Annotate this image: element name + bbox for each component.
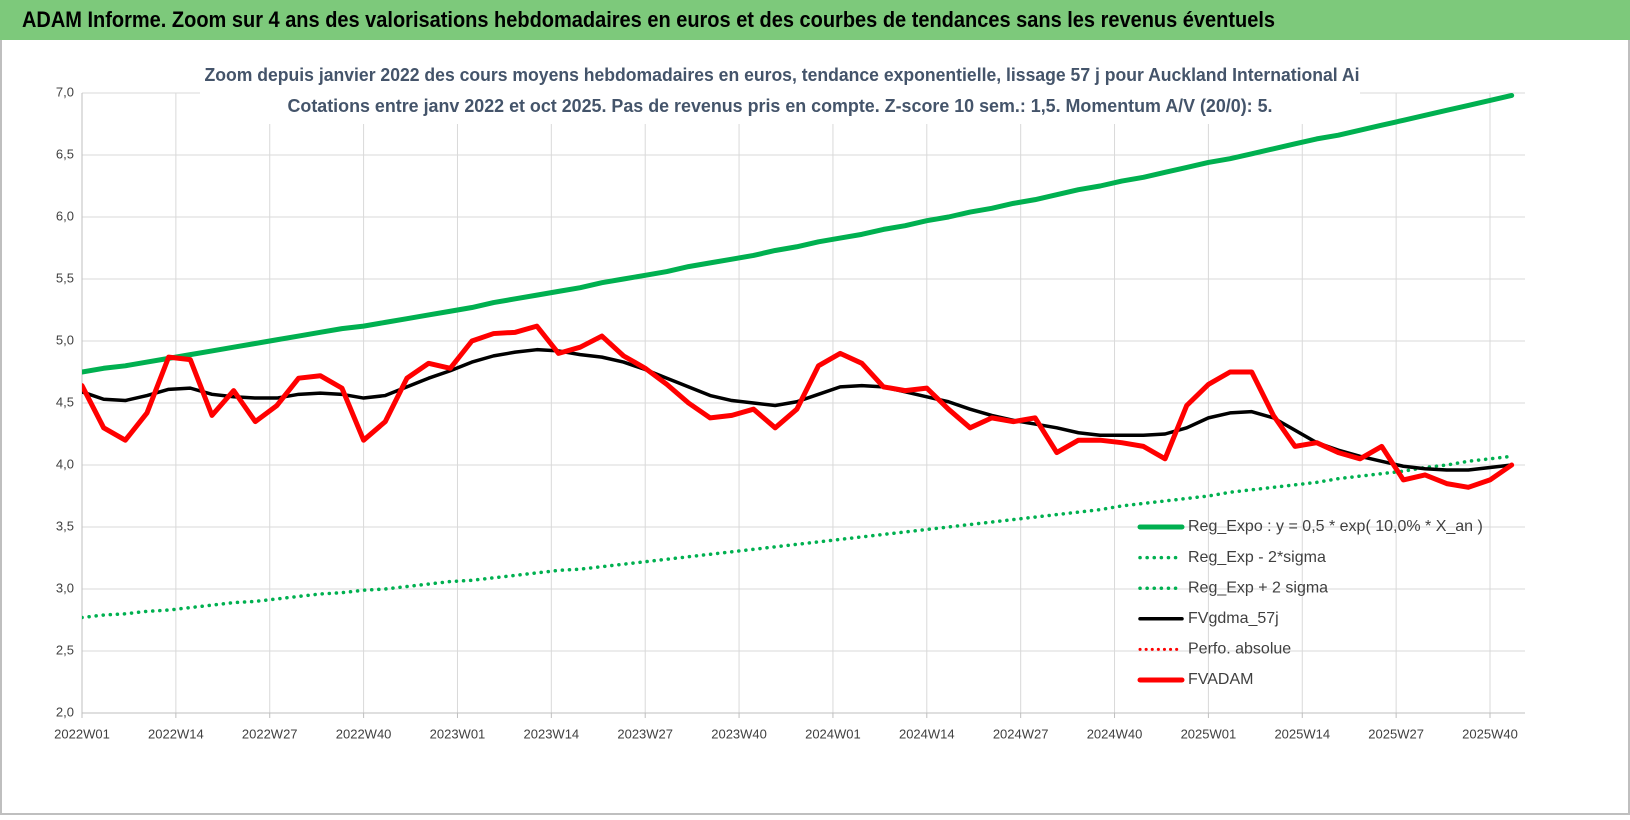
y-tick-label: 6,0: [56, 208, 74, 223]
x-tick-label: 2025W14: [1274, 726, 1330, 741]
x-tick-label: 2023W01: [430, 726, 486, 741]
subtitle-background: [200, 60, 1360, 124]
x-tick-label: 2022W40: [336, 726, 392, 741]
y-tick-label: 4,0: [56, 456, 74, 471]
header-bar: [0, 0, 1630, 40]
legend-label: FVgdma_57j: [1188, 610, 1279, 627]
x-tick-label: 2023W27: [617, 726, 673, 741]
chart-subtitle: Cotations entre janv 2022 et oct 2025. P…: [288, 96, 1273, 116]
y-tick-label: 3,0: [56, 580, 74, 595]
y-tick-label: 4,5: [56, 394, 74, 409]
legend: Reg_Expo : y = 0,5 * exp( 10,0% * X_an )…: [1137, 518, 1483, 688]
y-tick-label: 3,5: [56, 518, 74, 533]
axes: 2,0 2,5 3,0 3,5 4,0 4,5 5,0 5,5 6,0 6,5 7,0 2022W01…: [54, 84, 1525, 741]
series-line: [82, 323, 1515, 490]
x-tick-label: 2025W27: [1368, 726, 1424, 741]
x-tick-label: 2024W01: [805, 726, 861, 741]
y-tick-label: 6,5: [56, 146, 74, 161]
legend-label: Perfo. absolue: [1188, 641, 1291, 658]
x-tick-label: 2022W01: [54, 726, 110, 741]
series-line: [82, 454, 1514, 620]
legend-label: Reg_Exp - 2*sigma: [1188, 549, 1326, 566]
chart-title: ADAM Informe. Zoom sur 4 ans des valoris…: [22, 7, 1275, 32]
x-tick-label: 2022W27: [242, 726, 298, 741]
y-tick-label: 7,0: [56, 84, 74, 99]
x-tick-label: 2025W01: [1181, 726, 1237, 741]
legend-label: Reg_Expo : y = 0,5 * exp( 10,0% * X_an ): [1188, 518, 1483, 535]
chart-subtitle: Zoom depuis janvier 2022 des cours moyen…: [205, 65, 1360, 85]
x-tick-label: 2023W14: [524, 726, 580, 741]
legend-label: Reg_Exp + 2 sigma: [1188, 579, 1328, 596]
x-tick-label: 2025W40: [1462, 726, 1518, 741]
y-tick-label: 2,0: [56, 704, 74, 719]
plot-area: [82, 93, 1515, 620]
x-tick-label: 2024W27: [993, 726, 1049, 741]
y-tick-label: 2,5: [56, 642, 74, 657]
x-tick-label: 2023W40: [711, 726, 767, 741]
y-tick-label: 5,0: [56, 332, 74, 347]
x-tick-label: 2022W14: [148, 726, 204, 741]
x-tick-label: 2024W14: [899, 726, 955, 741]
y-tick-label: 5,5: [56, 270, 74, 285]
series-line: [82, 93, 1515, 375]
x-tick-label: 2024W40: [1087, 726, 1143, 741]
legend-label: FVADAM: [1188, 671, 1253, 688]
